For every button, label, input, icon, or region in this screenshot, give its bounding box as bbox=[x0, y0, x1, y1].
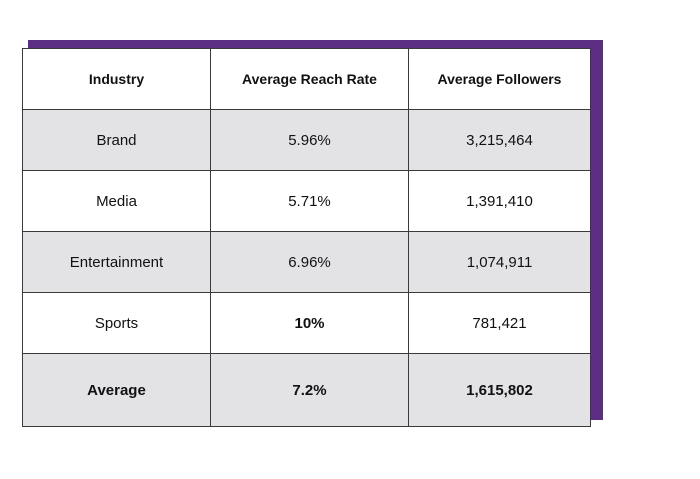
followers-cell: 3,215,464 bbox=[408, 109, 591, 171]
table-row-sports: Sports 10% 781,421 bbox=[22, 292, 591, 354]
table-row-average: Average 7.2% 1,615,802 bbox=[22, 353, 591, 427]
followers-cell: 1,074,911 bbox=[408, 231, 591, 293]
followers-cell: 781,421 bbox=[408, 292, 591, 354]
table-row-entertainment: Entertainment 6.96% 1,074,911 bbox=[22, 231, 591, 293]
average-reach-rate-cell: 7.2% bbox=[210, 353, 409, 427]
reach-rate-cell: 5.71% bbox=[210, 170, 409, 232]
header-industry: Industry bbox=[22, 48, 211, 110]
table-row-media: Media 5.71% 1,391,410 bbox=[22, 170, 591, 232]
industry-reach-table: Industry Average Reach Rate Average Foll… bbox=[22, 48, 591, 427]
reach-rate-cell: 10% bbox=[210, 292, 409, 354]
reach-rate-cell: 5.96% bbox=[210, 109, 409, 171]
average-followers-cell: 1,615,802 bbox=[408, 353, 591, 427]
industry-cell: Sports bbox=[22, 292, 211, 354]
average-label-cell: Average bbox=[22, 353, 211, 427]
industry-cell: Media bbox=[22, 170, 211, 232]
reach-rate-cell: 6.96% bbox=[210, 231, 409, 293]
table-row-brand: Brand 5.96% 3,215,464 bbox=[22, 109, 591, 171]
industry-cell: Brand bbox=[22, 109, 211, 171]
table-header-row: Industry Average Reach Rate Average Foll… bbox=[22, 48, 591, 110]
industry-cell: Entertainment bbox=[22, 231, 211, 293]
header-average-followers: Average Followers bbox=[408, 48, 591, 110]
header-average-reach-rate: Average Reach Rate bbox=[210, 48, 409, 110]
followers-cell: 1,391,410 bbox=[408, 170, 591, 232]
